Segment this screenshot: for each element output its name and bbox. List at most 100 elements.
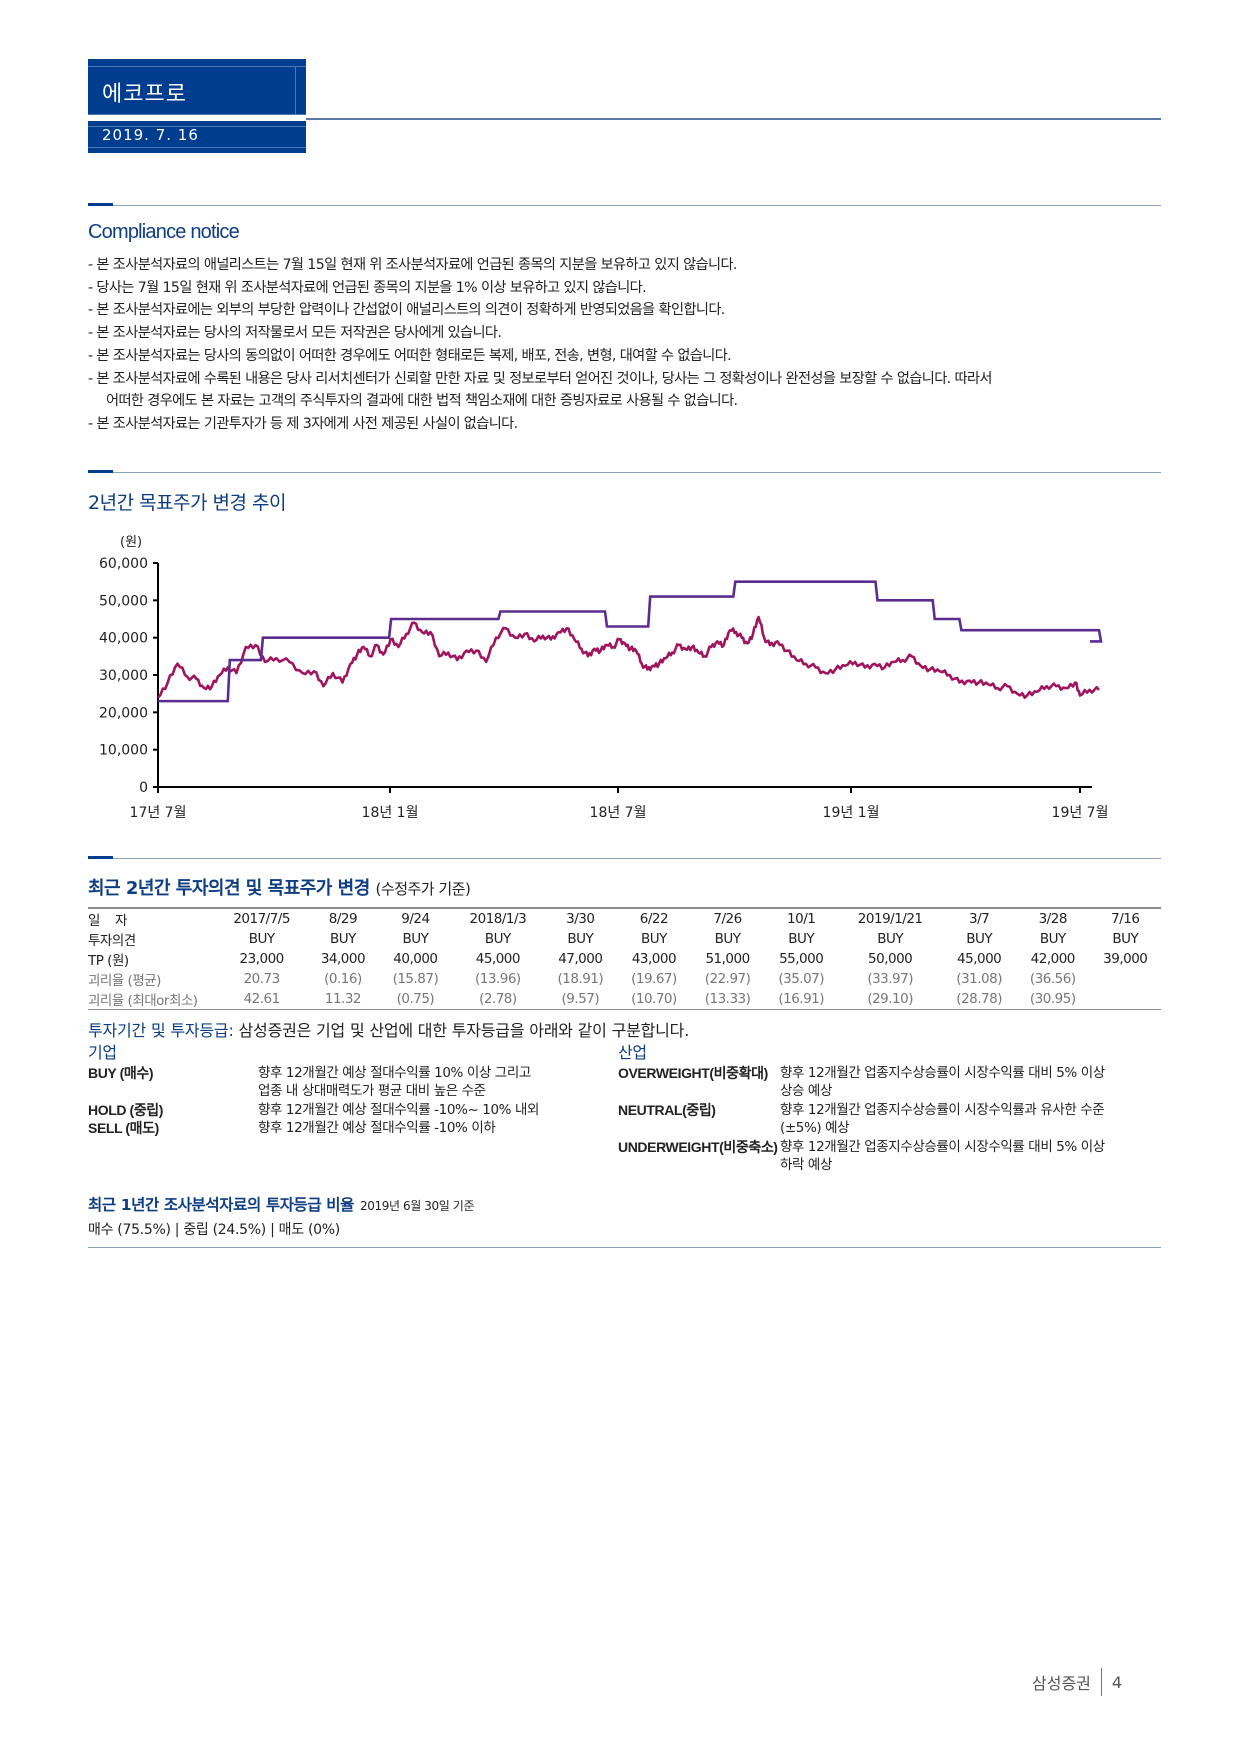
table-cell: (28.78)	[956, 991, 1002, 1007]
table-cell: BUY	[402, 931, 429, 947]
y-tick-label: 10,000	[99, 743, 148, 759]
section-divider	[88, 1247, 1161, 1248]
grade-description: 향후 12개월간 업종지수상승률이 시장수익률과 유사한 수준 (±5%) 예상	[780, 1101, 1105, 1137]
section-divider	[88, 856, 1161, 859]
table-cell: 40,000	[393, 951, 438, 967]
target-price-line	[157, 580, 1103, 703]
company-name: 에코프로	[102, 82, 187, 107]
table-cell: (29.10)	[867, 991, 913, 1007]
table-cell: (0.75)	[396, 991, 435, 1007]
section-divider	[88, 203, 1161, 206]
grade-key: UNDERWEIGHT(비중축소)	[618, 1138, 778, 1155]
row-label: 괴리율 (최대or최소)	[88, 993, 198, 1009]
notice-line: - 본 조사분석자료의 애널리스트는 7월 15일 현재 위 조사분석자료에 언…	[88, 257, 737, 273]
table-cell: (22.97)	[704, 971, 751, 987]
y-tick-label: 30,000	[99, 668, 148, 684]
company-grades: 기업 BUY (매수) 향후 12개월간 예상 절대수익률 10% 이상 그리고 …	[88, 1043, 608, 1138]
table-cell: 42,000	[1030, 951, 1076, 967]
x-tick-label: 18년 1월	[362, 805, 419, 821]
report-date-banner: 2019. 7. 16	[88, 121, 306, 153]
table-cell: (2.78)	[479, 991, 517, 1007]
table-cell: 3/30	[566, 911, 595, 927]
table-cell: (16.91)	[778, 991, 825, 1007]
table-cell: BUY	[1039, 931, 1066, 947]
table-title: 최근 2년간 투자의견 및 목표주가 변경 (수정주가 기준)	[88, 878, 471, 899]
grade-description: 향후 12개월간 예상 절대수익률 10% 이상 그리고 업종 내 상대매력도가…	[258, 1064, 531, 1100]
x-tick-label: 19년 7월	[1052, 805, 1109, 821]
row-label: 투자의견	[88, 933, 136, 949]
table-cell: (19.67)	[631, 971, 677, 987]
table-cell: (0.16)	[324, 971, 362, 987]
table-cell: (36.56)	[1029, 971, 1076, 987]
table-cell: 6/22	[639, 911, 669, 927]
table-cell: 3/28	[1038, 911, 1068, 927]
x-tick-label: 17년 7월	[130, 805, 187, 821]
table-row: 투자의견 BUY BUY BUY BUY BUY BUY BUY BUY BUY BUY BUY BUY	[88, 929, 1161, 949]
grade-description: 향후 12개월간 업종지수상승률이 시장수익률 대비 5% 이상 상승 예상	[780, 1064, 1105, 1100]
industry-grades-head: 산업	[618, 1043, 647, 1062]
table-cell: 50,000	[868, 951, 913, 967]
target-price-chart: (원) 0 10,000 20,000 30,000 40,000 50,000 60,000…	[0, 520, 1241, 830]
row-label: 괴리율 (평균)	[88, 973, 161, 989]
table-cell: BUY	[640, 931, 667, 947]
grade-description: 향후 12개월간 예상 절대수익률 -10% 이하	[258, 1120, 496, 1136]
grade-item: UNDERWEIGHT(비중축소) 향후 12개월간 업종지수상승률이 시장수익률…	[618, 1138, 1158, 1175]
grade-key: BUY (매수)	[88, 1064, 154, 1081]
table-cell: 3/7	[969, 911, 990, 927]
table-cell: (33.97)	[867, 971, 913, 987]
page-footer: 삼성증권 4	[1032, 1668, 1122, 1696]
table-cell: 55,000	[779, 951, 824, 967]
table-cell: 45,000	[475, 951, 521, 967]
y-tick-label: 0	[139, 780, 148, 796]
grade-item: OVERWEIGHT(비중확대) 향후 12개월간 업종지수상승률이 시장수익률 …	[618, 1064, 1158, 1101]
x-tick-label: 19년 1월	[823, 805, 880, 821]
grade-item: HOLD (중립) 향후 12개월간 예상 절대수익률 -10%~ 10% 내외	[88, 1101, 608, 1120]
grade-description: 향후 12개월간 업종지수상승률이 시장수익률 대비 5% 이상 하락 예상	[780, 1138, 1105, 1174]
table-cell: BUY	[877, 931, 904, 947]
table-cell: 7/26	[713, 911, 742, 927]
x-tick-label: 18년 7월	[590, 805, 647, 821]
table-cell: (18.91)	[557, 971, 604, 987]
row-label: 일 자	[88, 913, 128, 929]
notice-line: - 본 조사분석자료는 당사의 저작물로서 모든 저작권은 당사에게 있습니다.	[88, 325, 502, 342]
grade-key: OVERWEIGHT(비중확대)	[618, 1064, 768, 1081]
compliance-title: Compliance notice	[88, 221, 240, 243]
table-cell: (9.57)	[561, 991, 600, 1007]
table-row: 괴리율 (평균) 20.73 (0.16) (15.87) (13.96) (18.91)…	[88, 969, 1161, 989]
table-cell: (13.33)	[704, 991, 751, 1007]
rating-ratio-basis: 2019년 6월 30일 기준	[360, 1199, 475, 1213]
y-unit-label: (원)	[120, 535, 142, 550]
table-row: 괴리율 (최대or최소) 42.61 11.32 (0.75) (2.78) (9.57)…	[88, 989, 1161, 1010]
grades-title: 투자기간 및 투자등급: 삼성증권은 기업 및 산업에 대한 투자등급을 아래와…	[88, 1021, 690, 1040]
section-divider	[88, 470, 1161, 473]
header-divider	[306, 118, 1161, 120]
table-cell: BUY	[329, 931, 356, 947]
grade-key: HOLD (중립)	[88, 1101, 164, 1118]
table-cell: 11.32	[324, 991, 362, 1007]
table-cell: 34,000	[320, 951, 366, 967]
notice-line: - 본 조사분석자료에 수록된 내용은 당사 리서치센터가 신뢰할 만한 자료 …	[88, 370, 992, 387]
table-cell: 2018/1/3	[469, 911, 527, 927]
footer-separator	[1100, 1668, 1102, 1696]
table-row: TP (원) 23,000 34,000 40,000 45,000 47,000 43,0…	[88, 949, 1161, 969]
table-cell: 45,000	[957, 951, 1002, 967]
table-cell: 43,000	[631, 951, 677, 967]
table-cell: 20.73	[243, 971, 281, 987]
page-number: 4	[1111, 1672, 1123, 1692]
notice-line: - 당사는 7월 15일 현재 위 조사분석자료에 언급된 종목의 지분을 1%…	[88, 279, 647, 296]
table-cell: BUY	[788, 931, 815, 947]
y-tick-label: 60,000	[99, 556, 148, 572]
report-title-banner: 에코프로	[88, 59, 306, 115]
industry-grades: 산업 OVERWEIGHT(비중확대) 향후 12개월간 업종지수상승률이 시장수…	[618, 1043, 1158, 1175]
chart-canvas: (원) 0 10,000 20,000 30,000 40,000 50,000 60,000…	[99, 535, 1109, 821]
table-cell: BUY	[248, 931, 275, 947]
grade-description: 향후 12개월간 예상 절대수익률 -10%~ 10% 내외	[258, 1101, 540, 1118]
table-cell: 23,000	[239, 951, 285, 967]
table-cell: BUY	[1112, 931, 1139, 947]
grade-item: NEUTRAL(중립) 향후 12개월간 업종지수상승률이 시장수익률과 유사한 …	[618, 1101, 1158, 1138]
chart-title: 2년간 목표주가 변경 추이	[88, 492, 287, 514]
table-cell: 7/16	[1111, 911, 1140, 927]
notice-line: - 본 조사분석자료는 기관투자가 등 제 3자에게 사전 제공된 사실이 없습…	[88, 415, 518, 432]
table-row: 일 자 2017/7/5 8/29 9/24 2018/1/3 3/30 6/22 7/26 1…	[88, 908, 1161, 929]
table-cell: (31.08)	[956, 971, 1002, 987]
